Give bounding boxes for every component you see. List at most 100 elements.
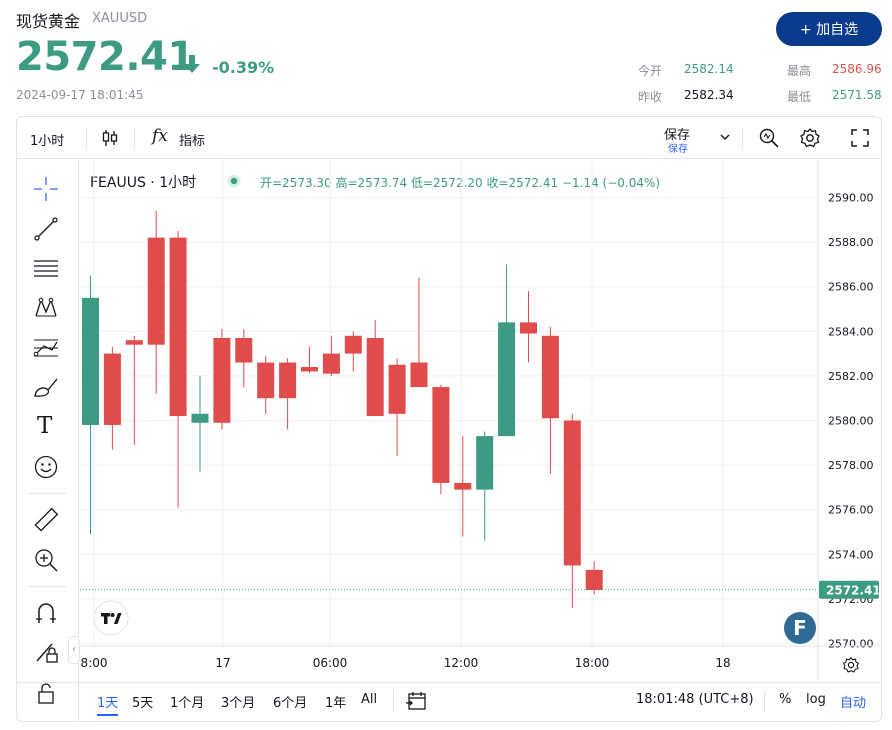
range-button[interactable]: 6个月 <box>273 696 308 711</box>
crosshair-icon[interactable] <box>32 175 60 203</box>
y-tick-label: 2570.00 <box>828 638 874 651</box>
y-tick-label: 2590.00 <box>828 192 874 205</box>
x-tick-label: 06:00 <box>313 656 348 670</box>
candle-body <box>563 420 581 566</box>
y-tick-label: 2584.00 <box>828 325 874 338</box>
series-title: FEAUUS · 1小时 <box>90 175 197 191</box>
open-label: 今开 <box>638 64 663 78</box>
candle-body <box>147 237 165 345</box>
interval-selector[interactable]: 1小时 <box>30 134 65 149</box>
x-tick-label: 17 <box>215 656 230 670</box>
ruler-icon[interactable] <box>32 506 60 534</box>
horizontal-lines-icon[interactable] <box>32 254 60 282</box>
fx-icon[interactable]: fx <box>152 126 168 146</box>
candle-body <box>410 362 428 388</box>
emoji-icon[interactable] <box>32 453 60 481</box>
y-tick-label: 2576.00 <box>828 504 874 517</box>
candle-body <box>541 335 559 419</box>
last-price-label: 2572.41 <box>826 583 881 597</box>
high-value: 2586.96 <box>832 62 882 76</box>
y-tick-label: 2586.00 <box>828 281 874 294</box>
instrument-symbol: XAUUSD <box>92 11 148 26</box>
candle-body <box>520 322 537 334</box>
clock-time[interactable]: 18:01:48 (UTC+8) <box>636 692 754 707</box>
low-value: 2571.58 <box>832 88 882 102</box>
last-price-badge <box>819 580 879 599</box>
prev-close-label: 昨收 <box>638 90 663 104</box>
svg-text:F: F <box>793 616 807 640</box>
x-tick-label: 18 <box>715 656 730 670</box>
candle-body <box>213 337 231 423</box>
pattern-icon[interactable] <box>32 294 60 322</box>
x-tick-label: 18:00 <box>575 656 610 670</box>
range-button[interactable]: 5天 <box>132 696 154 711</box>
fullscreen-icon[interactable] <box>850 128 870 148</box>
range-button[interactable]: 3个月 <box>221 696 256 711</box>
current-price: 2572.41 <box>16 34 195 80</box>
axis-settings-gear-icon[interactable] <box>842 656 860 674</box>
candle-type-icon[interactable] <box>101 129 119 147</box>
candle-body <box>301 366 318 372</box>
candle-body <box>103 353 121 425</box>
quote-timestamp: 2024-09-17 18:01:45 <box>16 88 144 102</box>
y-tick-label: 2588.00 <box>828 236 874 249</box>
x-tick-label: 12:00 <box>444 656 479 670</box>
candle-body <box>454 482 472 490</box>
collapse-toolbar-icon[interactable]: ‹ <box>68 636 80 664</box>
candle-body <box>322 353 340 374</box>
chart-toolbar <box>17 117 881 159</box>
settings-gear-icon[interactable] <box>799 127 821 149</box>
candle-body <box>366 337 384 417</box>
y-tick-label: 2582.00 <box>828 370 874 383</box>
high-label: 最高 <box>787 64 812 78</box>
candle-body <box>235 337 253 363</box>
candle-body <box>82 297 99 425</box>
price-change-percent: -0.39% <box>212 58 275 77</box>
candle-body <box>432 387 450 483</box>
chevron-down-icon[interactable] <box>719 131 731 143</box>
save-button[interactable]: 保存 <box>664 128 691 143</box>
log-scale-toggle[interactable]: log <box>806 692 826 707</box>
candle-body <box>476 436 494 490</box>
series-legend: FEAUUS · 1小时 <box>90 172 196 192</box>
down-arrow-icon <box>184 55 200 73</box>
candle-body <box>279 362 297 399</box>
tradingview-logo-icon[interactable] <box>93 600 129 636</box>
text-tool-icon[interactable]: T <box>37 413 53 439</box>
range-button[interactable]: 1年 <box>325 696 347 711</box>
range-button[interactable]: 1个月 <box>170 696 205 711</box>
candle-body <box>498 322 516 437</box>
candle-body <box>344 335 362 354</box>
market-status-icon <box>227 174 241 188</box>
quick-search-icon[interactable] <box>758 127 780 149</box>
zoom-in-icon[interactable] <box>32 546 60 574</box>
trend-line-icon[interactable] <box>32 215 60 243</box>
brand-f-badge-icon: F <box>784 612 816 644</box>
x-tick-label: 8:00 <box>81 656 108 670</box>
y-tick-label: 2574.00 <box>828 548 874 561</box>
percent-scale-toggle[interactable]: % <box>779 692 792 707</box>
magnet-icon[interactable] <box>32 599 60 627</box>
range-button[interactable]: All <box>361 692 378 707</box>
candle-body <box>169 237 187 417</box>
forecast-icon[interactable] <box>32 334 60 362</box>
prev-close-value: 2582.34 <box>684 88 734 102</box>
lock-drawing-pencil-icon[interactable] <box>32 639 60 667</box>
save-sub-label: 保存 <box>668 144 688 155</box>
range-button[interactable]: 1天 <box>97 692 119 716</box>
goto-date-icon[interactable] <box>405 690 429 712</box>
brush-icon[interactable] <box>32 374 60 402</box>
lock-icon[interactable] <box>32 679 60 707</box>
y-tick-label: 2578.00 <box>828 459 874 472</box>
open-value: 2582.14 <box>684 62 734 76</box>
instrument-name: 现货黄金 <box>16 12 81 31</box>
candle-body <box>585 569 603 590</box>
add-watchlist-button[interactable]: + 加自选 <box>776 12 882 46</box>
indicators-button[interactable]: 指标 <box>179 134 206 149</box>
y-tick-label: 2580.00 <box>828 415 874 428</box>
candle-body <box>125 340 143 345</box>
ohlc-values: 开=2573.30 高=2573.74 低=2572.20 收=2572.41 … <box>260 176 661 190</box>
auto-scale-toggle[interactable]: 自动 <box>840 696 867 711</box>
price-chart[interactable]: 2590.00 2588.00 2586.00 2584.00 2582.00 2580.… <box>80 160 881 680</box>
candle-body <box>257 362 275 399</box>
